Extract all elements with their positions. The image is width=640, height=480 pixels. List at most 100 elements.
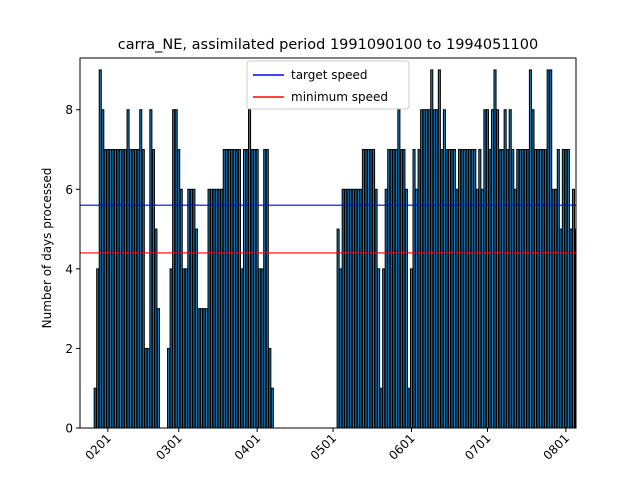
bar bbox=[253, 149, 257, 428]
bar bbox=[351, 188, 355, 428]
bar bbox=[556, 149, 560, 428]
bar bbox=[93, 387, 97, 428]
bar bbox=[511, 149, 515, 428]
bar bbox=[136, 149, 140, 428]
bar bbox=[518, 149, 522, 428]
bar bbox=[258, 268, 262, 428]
bar bbox=[384, 188, 388, 428]
bar bbox=[106, 149, 110, 428]
bar bbox=[339, 268, 343, 428]
bar bbox=[442, 109, 446, 428]
bar bbox=[458, 149, 462, 428]
bar bbox=[564, 149, 568, 428]
bar bbox=[354, 188, 358, 428]
bar bbox=[217, 188, 221, 428]
bar bbox=[129, 149, 133, 428]
bar bbox=[528, 69, 532, 428]
bar bbox=[374, 188, 378, 428]
bar bbox=[480, 188, 484, 428]
bar bbox=[103, 149, 107, 428]
bar bbox=[551, 188, 555, 428]
legend: target speed minimum speed bbox=[246, 60, 410, 110]
bar bbox=[389, 149, 393, 428]
bar bbox=[455, 188, 459, 428]
bars bbox=[93, 69, 576, 428]
bar bbox=[569, 228, 573, 428]
bar bbox=[156, 308, 160, 428]
bar bbox=[478, 149, 482, 428]
bar bbox=[146, 347, 150, 428]
bar bbox=[167, 347, 171, 428]
bar bbox=[202, 308, 206, 428]
bar bbox=[493, 69, 497, 428]
bar bbox=[404, 188, 408, 428]
legend-label-minimum-speed: minimum speed bbox=[291, 90, 388, 104]
chart-title: carra_NE, assimilated period 1991090100 … bbox=[118, 37, 538, 53]
bar bbox=[508, 109, 512, 428]
bar bbox=[131, 149, 135, 428]
bar bbox=[435, 109, 439, 428]
bar bbox=[425, 109, 429, 428]
bar bbox=[242, 149, 247, 428]
bar bbox=[187, 188, 191, 428]
bar bbox=[344, 188, 348, 428]
bar bbox=[488, 149, 492, 428]
bar bbox=[379, 387, 383, 428]
bar bbox=[392, 149, 396, 428]
bar bbox=[463, 149, 467, 428]
bar bbox=[366, 149, 371, 428]
bar bbox=[349, 188, 353, 428]
bar bbox=[126, 109, 130, 428]
bar bbox=[207, 188, 211, 428]
bar bbox=[496, 109, 500, 428]
bar bbox=[554, 188, 558, 428]
bar bbox=[232, 149, 236, 428]
bar bbox=[574, 228, 576, 428]
bar bbox=[432, 109, 436, 428]
bar bbox=[571, 188, 576, 428]
bar bbox=[227, 149, 231, 428]
bar bbox=[541, 149, 545, 428]
bar bbox=[182, 268, 186, 428]
bar bbox=[250, 149, 254, 428]
bar bbox=[526, 149, 530, 428]
bar bbox=[533, 149, 538, 428]
bar bbox=[483, 109, 487, 428]
bar bbox=[473, 149, 477, 428]
bar bbox=[513, 188, 517, 428]
bar bbox=[359, 188, 363, 428]
bar bbox=[549, 69, 553, 428]
bar bbox=[561, 149, 565, 428]
bar bbox=[194, 228, 198, 428]
bar bbox=[336, 228, 340, 428]
bar bbox=[189, 188, 193, 428]
bar bbox=[260, 268, 264, 428]
bar bbox=[506, 149, 510, 428]
bar bbox=[402, 149, 406, 428]
bar bbox=[141, 149, 145, 428]
bar bbox=[346, 188, 350, 428]
y-tick-label: 4 bbox=[65, 262, 73, 276]
bar bbox=[452, 149, 457, 428]
bar bbox=[118, 149, 123, 428]
bar bbox=[415, 188, 419, 428]
bar bbox=[265, 149, 269, 428]
bar bbox=[490, 109, 495, 428]
bar bbox=[470, 149, 474, 428]
bar bbox=[409, 268, 414, 428]
bar bbox=[144, 347, 148, 428]
bar bbox=[172, 109, 176, 428]
bar bbox=[179, 188, 183, 428]
bar bbox=[536, 149, 540, 428]
bar bbox=[204, 308, 209, 428]
bar bbox=[465, 149, 469, 428]
bar bbox=[364, 149, 368, 428]
bar bbox=[197, 308, 201, 428]
bar bbox=[387, 149, 391, 428]
bar bbox=[121, 149, 125, 428]
bar bbox=[544, 149, 548, 428]
bar bbox=[422, 109, 426, 428]
bar bbox=[184, 268, 188, 428]
bar bbox=[215, 188, 219, 428]
